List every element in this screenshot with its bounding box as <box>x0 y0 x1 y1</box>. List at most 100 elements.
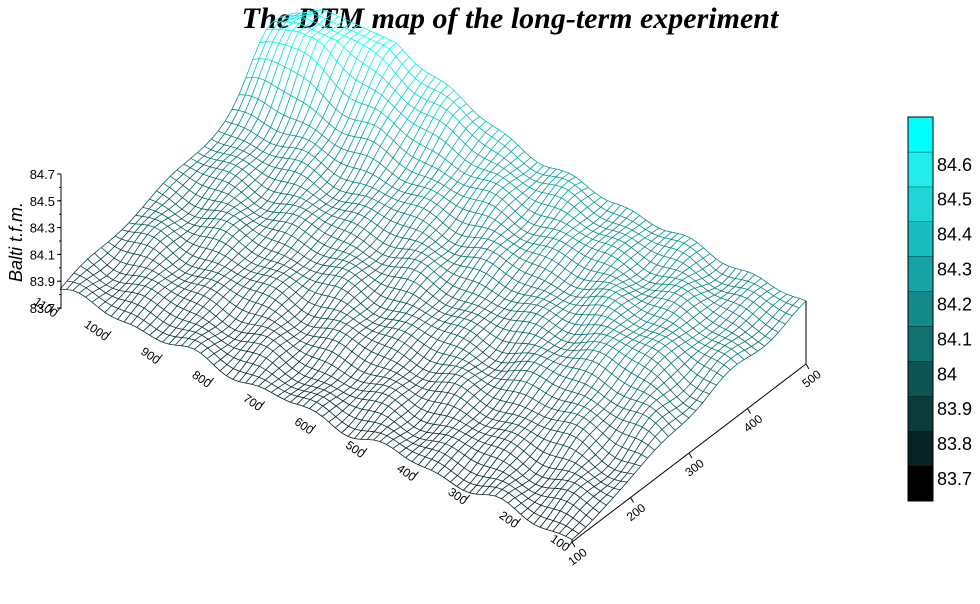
mesh-segment <box>284 235 293 245</box>
mesh-segment <box>676 377 685 385</box>
mesh-segment <box>166 252 174 260</box>
mesh-segment <box>107 252 115 259</box>
mesh-segment <box>447 383 456 393</box>
mesh-segment <box>145 267 153 271</box>
mesh-segment <box>326 327 334 330</box>
mesh-segment <box>304 37 312 53</box>
mesh-segment <box>291 381 299 388</box>
mesh-segment <box>221 335 229 341</box>
mesh-segment <box>201 321 210 328</box>
mesh-segment <box>668 291 675 294</box>
mesh-segment <box>692 332 700 339</box>
mesh-segment <box>462 353 470 360</box>
mesh-segment <box>324 376 332 383</box>
mesh-segment <box>421 236 430 244</box>
mesh-segment <box>527 353 535 362</box>
mesh-segment <box>561 190 569 199</box>
mesh-segment <box>346 167 355 181</box>
mesh-segment <box>656 266 664 276</box>
mesh-segment <box>436 341 445 352</box>
mesh-segment <box>494 489 503 497</box>
mesh-segment <box>305 204 314 211</box>
mesh-segment <box>507 361 516 372</box>
mesh-segment <box>631 233 639 239</box>
mesh-segment <box>238 253 246 259</box>
mesh-segment <box>500 239 508 246</box>
mesh-segment <box>157 286 166 294</box>
mesh-segment <box>380 306 387 310</box>
mesh-segment <box>629 285 636 291</box>
mesh-segment <box>293 204 300 208</box>
mesh-segment <box>427 411 435 414</box>
mesh-segment <box>504 298 512 302</box>
mesh-segment <box>510 310 518 312</box>
mesh-segment <box>583 410 591 418</box>
mesh-segment <box>539 236 547 246</box>
mesh-segment <box>261 165 270 174</box>
mesh-segment <box>235 318 243 323</box>
mesh-segment <box>451 315 459 318</box>
mesh-segment <box>374 402 383 412</box>
mesh-segment <box>134 216 143 225</box>
mesh-segment <box>186 244 194 253</box>
mesh-segment <box>459 288 467 292</box>
mesh-segment <box>305 365 313 369</box>
mesh-segment <box>281 168 289 171</box>
mesh-segment <box>195 323 203 328</box>
mesh-segment <box>478 298 486 307</box>
mesh-segment <box>428 241 436 248</box>
mesh-segment <box>410 352 418 361</box>
mesh-segment <box>650 253 658 263</box>
mesh-segment <box>513 391 520 394</box>
mesh-segment <box>724 353 732 359</box>
mesh-segment <box>565 379 573 390</box>
mesh-segment <box>124 292 133 301</box>
mesh-segment <box>690 374 698 384</box>
mesh-segment <box>543 438 551 442</box>
mesh-segment <box>457 325 465 328</box>
mesh-segment <box>271 378 279 385</box>
mesh-segment <box>368 391 377 401</box>
mesh-segment <box>419 114 428 128</box>
mesh-segment <box>779 293 788 300</box>
mesh-segment <box>580 497 587 504</box>
mesh-segment <box>348 134 355 138</box>
mesh-segment <box>640 303 649 311</box>
mesh-segment <box>254 325 262 335</box>
mesh-segment <box>293 174 302 185</box>
mesh-segment <box>367 422 375 432</box>
mesh-segment <box>425 302 433 308</box>
mesh-segment <box>265 350 274 359</box>
mesh-segment <box>458 439 466 445</box>
mesh-segment <box>141 208 150 217</box>
mesh-segment <box>149 190 157 200</box>
mesh-segment <box>133 232 142 243</box>
mesh-segment <box>404 202 411 205</box>
mesh-segment <box>607 485 614 489</box>
mesh-segment <box>595 433 604 442</box>
mesh-segment <box>471 305 479 313</box>
mesh-segment <box>445 115 454 126</box>
mesh-segment <box>105 301 112 306</box>
mesh-segment <box>421 73 429 84</box>
mesh-segment <box>677 356 685 365</box>
mesh-segment <box>285 367 293 375</box>
mesh-segment <box>301 301 309 311</box>
mesh-segment <box>516 331 523 333</box>
mesh-segment <box>521 489 529 494</box>
mesh-segment <box>180 222 189 228</box>
mesh-segment <box>436 209 444 218</box>
mesh-segment <box>561 332 569 341</box>
mesh-segment <box>566 492 575 502</box>
mesh-segment <box>186 251 193 257</box>
mesh-segment <box>347 303 355 310</box>
mesh-segment <box>316 244 325 254</box>
mesh-segment <box>707 287 716 292</box>
mesh-segment <box>418 312 426 320</box>
mesh-segment <box>575 324 582 326</box>
mesh-segment <box>625 348 633 356</box>
mesh-segment <box>607 300 616 308</box>
mesh-segment <box>525 252 534 262</box>
mesh-segment <box>681 283 689 288</box>
mesh-segment <box>206 358 214 366</box>
